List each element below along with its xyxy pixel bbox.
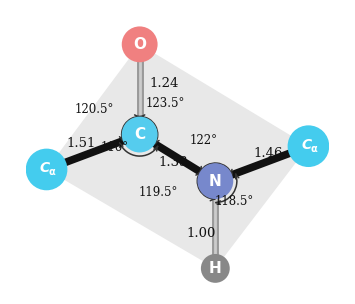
Text: α: α xyxy=(48,168,55,177)
Text: 116°: 116° xyxy=(101,141,129,154)
Text: H: H xyxy=(209,261,222,276)
Circle shape xyxy=(289,126,328,166)
Text: C: C xyxy=(301,138,311,152)
Circle shape xyxy=(123,118,157,151)
Text: 1.00: 1.00 xyxy=(186,227,215,240)
Text: 120.5°: 120.5° xyxy=(75,103,114,116)
Polygon shape xyxy=(47,44,308,268)
Text: 1.46: 1.46 xyxy=(253,147,283,160)
Text: 119.5°: 119.5° xyxy=(139,186,178,199)
Circle shape xyxy=(202,255,229,282)
Text: 1.51: 1.51 xyxy=(67,137,96,150)
Text: α: α xyxy=(310,144,317,154)
Text: 118.5°: 118.5° xyxy=(215,195,254,208)
Text: N: N xyxy=(209,174,222,188)
Text: 1.33: 1.33 xyxy=(159,156,189,169)
Text: 122°: 122° xyxy=(190,134,218,147)
Text: C: C xyxy=(39,161,49,175)
Text: 1.24: 1.24 xyxy=(150,77,179,90)
Text: C: C xyxy=(134,127,145,142)
Circle shape xyxy=(123,27,157,61)
Circle shape xyxy=(198,164,232,198)
Text: O: O xyxy=(133,37,146,52)
Text: 123.5°: 123.5° xyxy=(146,97,185,110)
Circle shape xyxy=(27,150,66,189)
